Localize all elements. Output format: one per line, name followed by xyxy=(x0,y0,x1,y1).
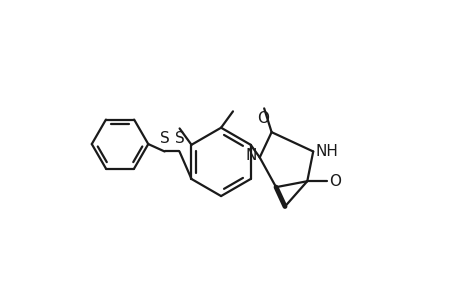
Text: N: N xyxy=(246,148,257,164)
Text: S: S xyxy=(174,131,184,146)
Text: S: S xyxy=(159,131,169,146)
Text: NH: NH xyxy=(315,144,338,159)
Text: O: O xyxy=(257,111,269,126)
Text: O: O xyxy=(328,174,340,189)
